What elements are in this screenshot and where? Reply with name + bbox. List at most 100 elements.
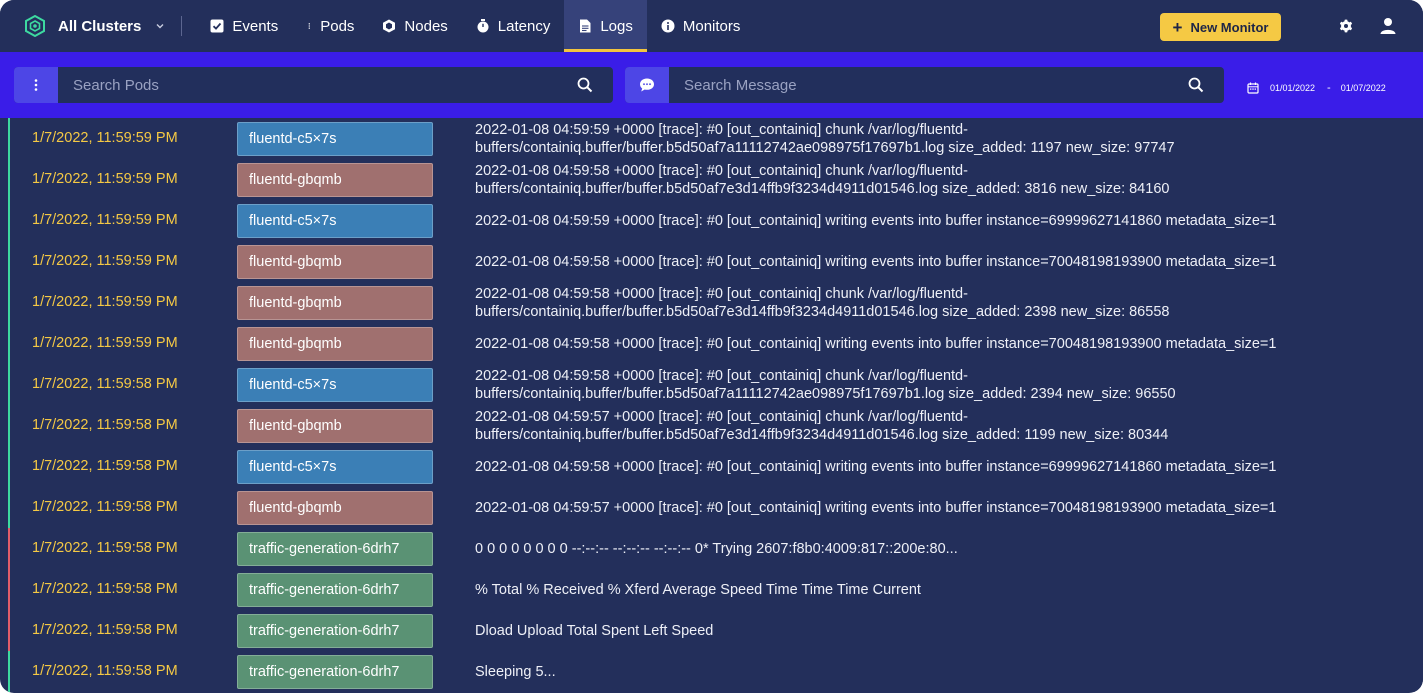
- pod-badge[interactable]: fluentd-gbqmb: [237, 327, 433, 361]
- vertical-dots-icon: [308, 23, 311, 29]
- log-timestamp: 1/7/2022, 11:59:58 PM: [32, 663, 178, 679]
- nav-pods[interactable]: Pods: [292, 0, 368, 52]
- pod-badge[interactable]: fluentd-c5×7s: [237, 204, 433, 238]
- main-nav: Events Pods Nodes: [196, 0, 754, 52]
- check-square-icon: [210, 19, 224, 33]
- log-message: 2022-01-08 04:59:57 +0000 [trace]: #0 [o…: [475, 408, 1169, 443]
- top-nav: All Clusters Events Pods: [0, 0, 1423, 52]
- pod-badge[interactable]: fluentd-c5×7s: [237, 450, 433, 484]
- log-timestamp: 1/7/2022, 11:59:58 PM: [32, 540, 178, 556]
- log-message: 0 0 0 0 0 0 0 0 --:--:-- --:--:-- --:--:…: [475, 540, 958, 557]
- pod-badge[interactable]: traffic-generation-6drh7: [237, 655, 433, 689]
- log-list: 1/7/2022, 11:59:59 PM fluentd-c5×7s 2022-0…: [0, 118, 1423, 693]
- log-message: Dload Upload Total Spent Left Speed: [475, 622, 714, 639]
- pod-badge[interactable]: traffic-generation-6drh7: [237, 532, 433, 566]
- log-timestamp: 1/7/2022, 11:59:58 PM: [32, 376, 178, 392]
- plus-icon: +: [1172, 17, 1183, 37]
- date-from: 01/01/2022: [1270, 83, 1316, 93]
- log-message: 2022-01-08 04:59:58 +0000 [trace]: #0 [o…: [475, 335, 1277, 352]
- log-row[interactable]: 1/7/2022, 11:59:58 PM traffic-generation-…: [8, 651, 1423, 692]
- log-row[interactable]: 1/7/2022, 11:59:58 PM traffic-generation-…: [8, 528, 1423, 569]
- date-to: 01/07/2022: [1340, 83, 1386, 93]
- log-message: 2022-01-08 04:59:59 +0000 [trace]: #0 [o…: [475, 212, 1277, 229]
- gear-icon[interactable]: [1337, 17, 1355, 35]
- log-message: 2022-01-08 04:59:58 +0000 [trace]: #0 [o…: [475, 162, 1170, 197]
- log-row[interactable]: 1/7/2022, 11:59:59 PM fluentd-gbqmb 2022-0…: [8, 282, 1423, 323]
- log-timestamp: 1/7/2022, 11:59:59 PM: [32, 294, 178, 310]
- new-monitor-button[interactable]: + New Monitor: [1160, 13, 1281, 41]
- log-message: Sleeping 5...: [475, 663, 556, 680]
- log-timestamp: 1/7/2022, 11:59:58 PM: [32, 417, 178, 433]
- pod-badge[interactable]: fluentd-gbqmb: [237, 409, 433, 443]
- log-row[interactable]: 1/7/2022, 11:59:58 PM fluentd-gbqmb 2022-0…: [8, 487, 1423, 528]
- log-message: 2022-01-08 04:59:59 +0000 [trace]: #0 [o…: [475, 121, 1175, 156]
- date-range-picker[interactable]: 01/01/2022 - 01/07/2022: [1247, 82, 1386, 94]
- vertical-dots-icon: [34, 79, 38, 91]
- log-message: 2022-01-08 04:59:58 +0000 [trace]: #0 [o…: [475, 285, 1170, 320]
- pod-badge[interactable]: fluentd-gbqmb: [237, 491, 433, 525]
- search-icon[interactable]: [577, 77, 593, 93]
- pod-badge[interactable]: traffic-generation-6drh7: [237, 573, 433, 607]
- pod-badge[interactable]: fluentd-c5×7s: [237, 122, 433, 156]
- pod-search: [14, 67, 613, 103]
- log-timestamp: 1/7/2022, 11:59:58 PM: [32, 581, 178, 597]
- log-timestamp: 1/7/2022, 11:59:58 PM: [32, 622, 178, 638]
- log-row[interactable]: 1/7/2022, 11:59:58 PM traffic-generation-…: [8, 569, 1423, 610]
- log-timestamp: 1/7/2022, 11:59:59 PM: [32, 171, 178, 187]
- message-search: [625, 67, 1224, 103]
- log-timestamp: 1/7/2022, 11:59:59 PM: [32, 335, 178, 351]
- nav-events[interactable]: Events: [196, 0, 292, 52]
- user-icon[interactable]: [1379, 17, 1397, 35]
- log-row[interactable]: 1/7/2022, 11:59:58 PM fluentd-gbqmb 2022-0…: [8, 405, 1423, 446]
- pod-badge[interactable]: traffic-generation-6drh7: [237, 614, 433, 648]
- log-row[interactable]: 1/7/2022, 11:59:59 PM fluentd-c5×7s 2022-0…: [8, 118, 1423, 159]
- log-row[interactable]: 1/7/2022, 11:59:59 PM fluentd-c5×7s 2022-0…: [8, 200, 1423, 241]
- log-timestamp: 1/7/2022, 11:59:58 PM: [32, 499, 178, 515]
- log-row[interactable]: 1/7/2022, 11:59:58 PM fluentd-c5×7s 2022-0…: [8, 446, 1423, 487]
- log-timestamp: 1/7/2022, 11:59:59 PM: [32, 253, 178, 269]
- filter-bar: 01/01/2022 - 01/07/2022: [0, 52, 1423, 118]
- nav-nodes-label: Nodes: [404, 17, 448, 35]
- cluster-selector[interactable]: All Clusters: [0, 0, 165, 52]
- info-circle-icon: [661, 19, 675, 33]
- stopwatch-icon: [477, 19, 489, 33]
- message-filter-button[interactable]: [625, 67, 669, 103]
- nav-logs[interactable]: Logs: [564, 0, 647, 52]
- nav-latency[interactable]: Latency: [462, 0, 565, 52]
- log-row[interactable]: 1/7/2022, 11:59:59 PM fluentd-gbqmb 2022-0…: [8, 241, 1423, 282]
- pod-filter-menu-button[interactable]: [14, 67, 58, 103]
- file-icon: [580, 19, 591, 33]
- log-timestamp: 1/7/2022, 11:59:58 PM: [32, 458, 178, 474]
- nav-monitors[interactable]: Monitors: [647, 0, 755, 52]
- log-row[interactable]: 1/7/2022, 11:59:59 PM fluentd-gbqmb 2022-0…: [8, 323, 1423, 364]
- log-message: 2022-01-08 04:59:58 +0000 [trace]: #0 [o…: [475, 253, 1277, 270]
- log-row[interactable]: 1/7/2022, 11:59:58 PM fluentd-c5×7s 2022-0…: [8, 364, 1423, 405]
- nav-divider: [181, 16, 183, 36]
- cluster-name: All Clusters: [58, 17, 142, 35]
- nav-pods-label: Pods: [320, 17, 355, 35]
- search-icon[interactable]: [1188, 77, 1204, 93]
- new-monitor-label: New Monitor: [1190, 19, 1269, 35]
- log-message: 2022-01-08 04:59:58 +0000 [trace]: #0 [o…: [475, 458, 1277, 475]
- search-message-input[interactable]: [669, 67, 1188, 103]
- pod-badge[interactable]: fluentd-gbqmb: [237, 163, 433, 197]
- chat-bubble-icon: [640, 78, 654, 92]
- hexagon-icon: [383, 19, 396, 33]
- nav-events-label: Events: [232, 17, 279, 35]
- containiq-logo-icon: [25, 15, 45, 37]
- search-pods-input[interactable]: [58, 67, 577, 103]
- log-row[interactable]: 1/7/2022, 11:59:58 PM traffic-generation-…: [8, 610, 1423, 651]
- nav-nodes[interactable]: Nodes: [368, 0, 461, 52]
- log-message: 2022-01-08 04:59:58 +0000 [trace]: #0 [o…: [475, 367, 1176, 402]
- chevron-down-icon: [156, 24, 164, 29]
- pod-badge[interactable]: fluentd-gbqmb: [237, 286, 433, 320]
- pod-badge[interactable]: fluentd-gbqmb: [237, 245, 433, 279]
- nav-logs-label: Logs: [600, 17, 633, 35]
- pod-badge[interactable]: fluentd-c5×7s: [237, 368, 433, 402]
- nav-monitors-label: Monitors: [682, 17, 741, 35]
- log-message: % Total % Received % Xferd Average Speed…: [475, 581, 921, 598]
- log-timestamp: 1/7/2022, 11:59:59 PM: [32, 212, 178, 228]
- log-timestamp: 1/7/2022, 11:59:59 PM: [32, 130, 178, 146]
- log-row[interactable]: 1/7/2022, 11:59:59 PM fluentd-gbqmb 2022-0…: [8, 159, 1423, 200]
